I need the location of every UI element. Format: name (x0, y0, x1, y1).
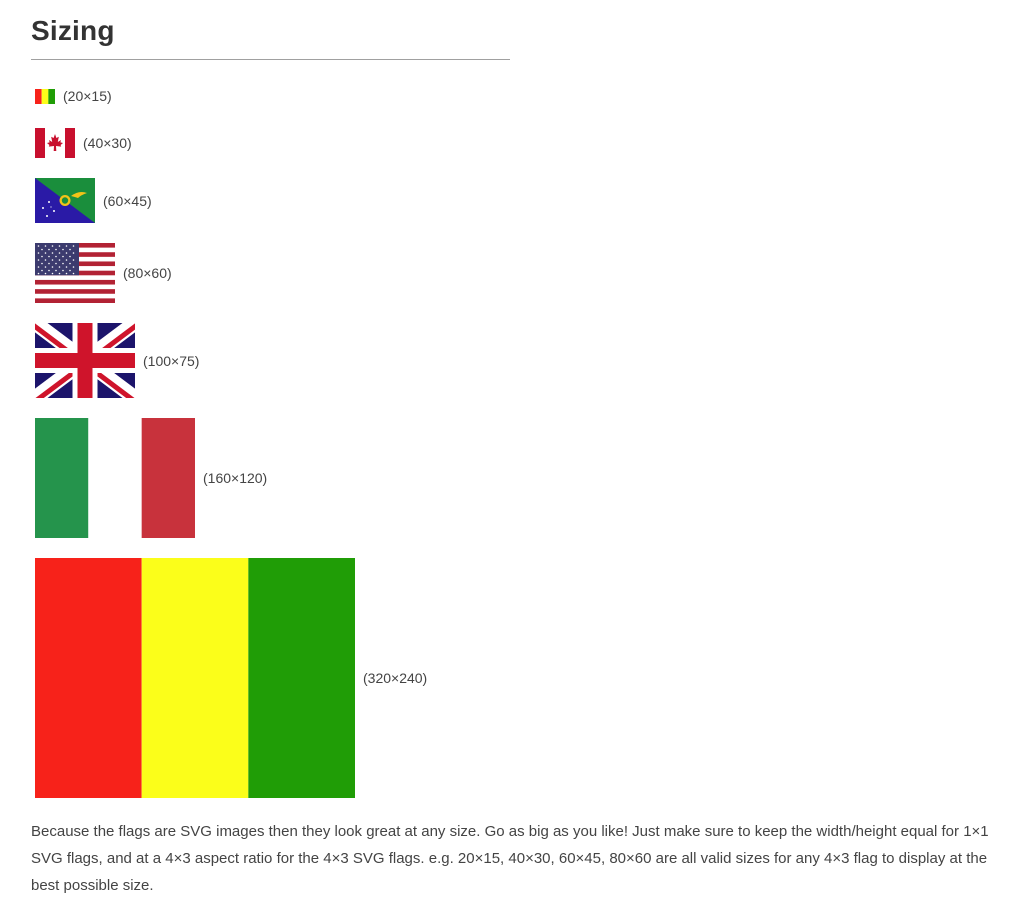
flag-size-label: (40×30) (83, 135, 132, 151)
flag-row-40x30: (40×30) (35, 128, 132, 158)
flag-row-20x15: (20×15) (35, 88, 112, 104)
christmas-island-flag-icon (35, 178, 95, 223)
guinea-flag-icon (35, 88, 55, 104)
section-title: Sizing (31, 15, 115, 46)
flag-row-320x240: (320×240) (35, 558, 427, 798)
title-divider (31, 59, 510, 60)
flag-row-100x75: (100×75) (35, 323, 199, 398)
sizing-description: Because the flags are SVG images then th… (31, 823, 989, 894)
usa-flag-icon (35, 243, 115, 303)
flag-row-80x60: (80×60) (35, 243, 172, 303)
flag-row-160x120: (160×120) (35, 418, 267, 538)
flag-size-label: (20×15) (63, 88, 112, 104)
flag-size-label: (160×120) (203, 470, 268, 486)
flag-size-label: (60×45) (103, 192, 152, 209)
guinea-flag-icon (35, 558, 355, 798)
italy-flag-icon (35, 418, 195, 538)
flag-size-label: (100×75) (143, 352, 200, 369)
uk-flag-icon (35, 323, 135, 398)
flag-size-label: (320×240) (363, 670, 428, 686)
flag-row-60x45: (60×45) (35, 178, 152, 223)
flag-size-label: (80×60) (123, 265, 172, 281)
canada-flag-icon (35, 128, 75, 158)
